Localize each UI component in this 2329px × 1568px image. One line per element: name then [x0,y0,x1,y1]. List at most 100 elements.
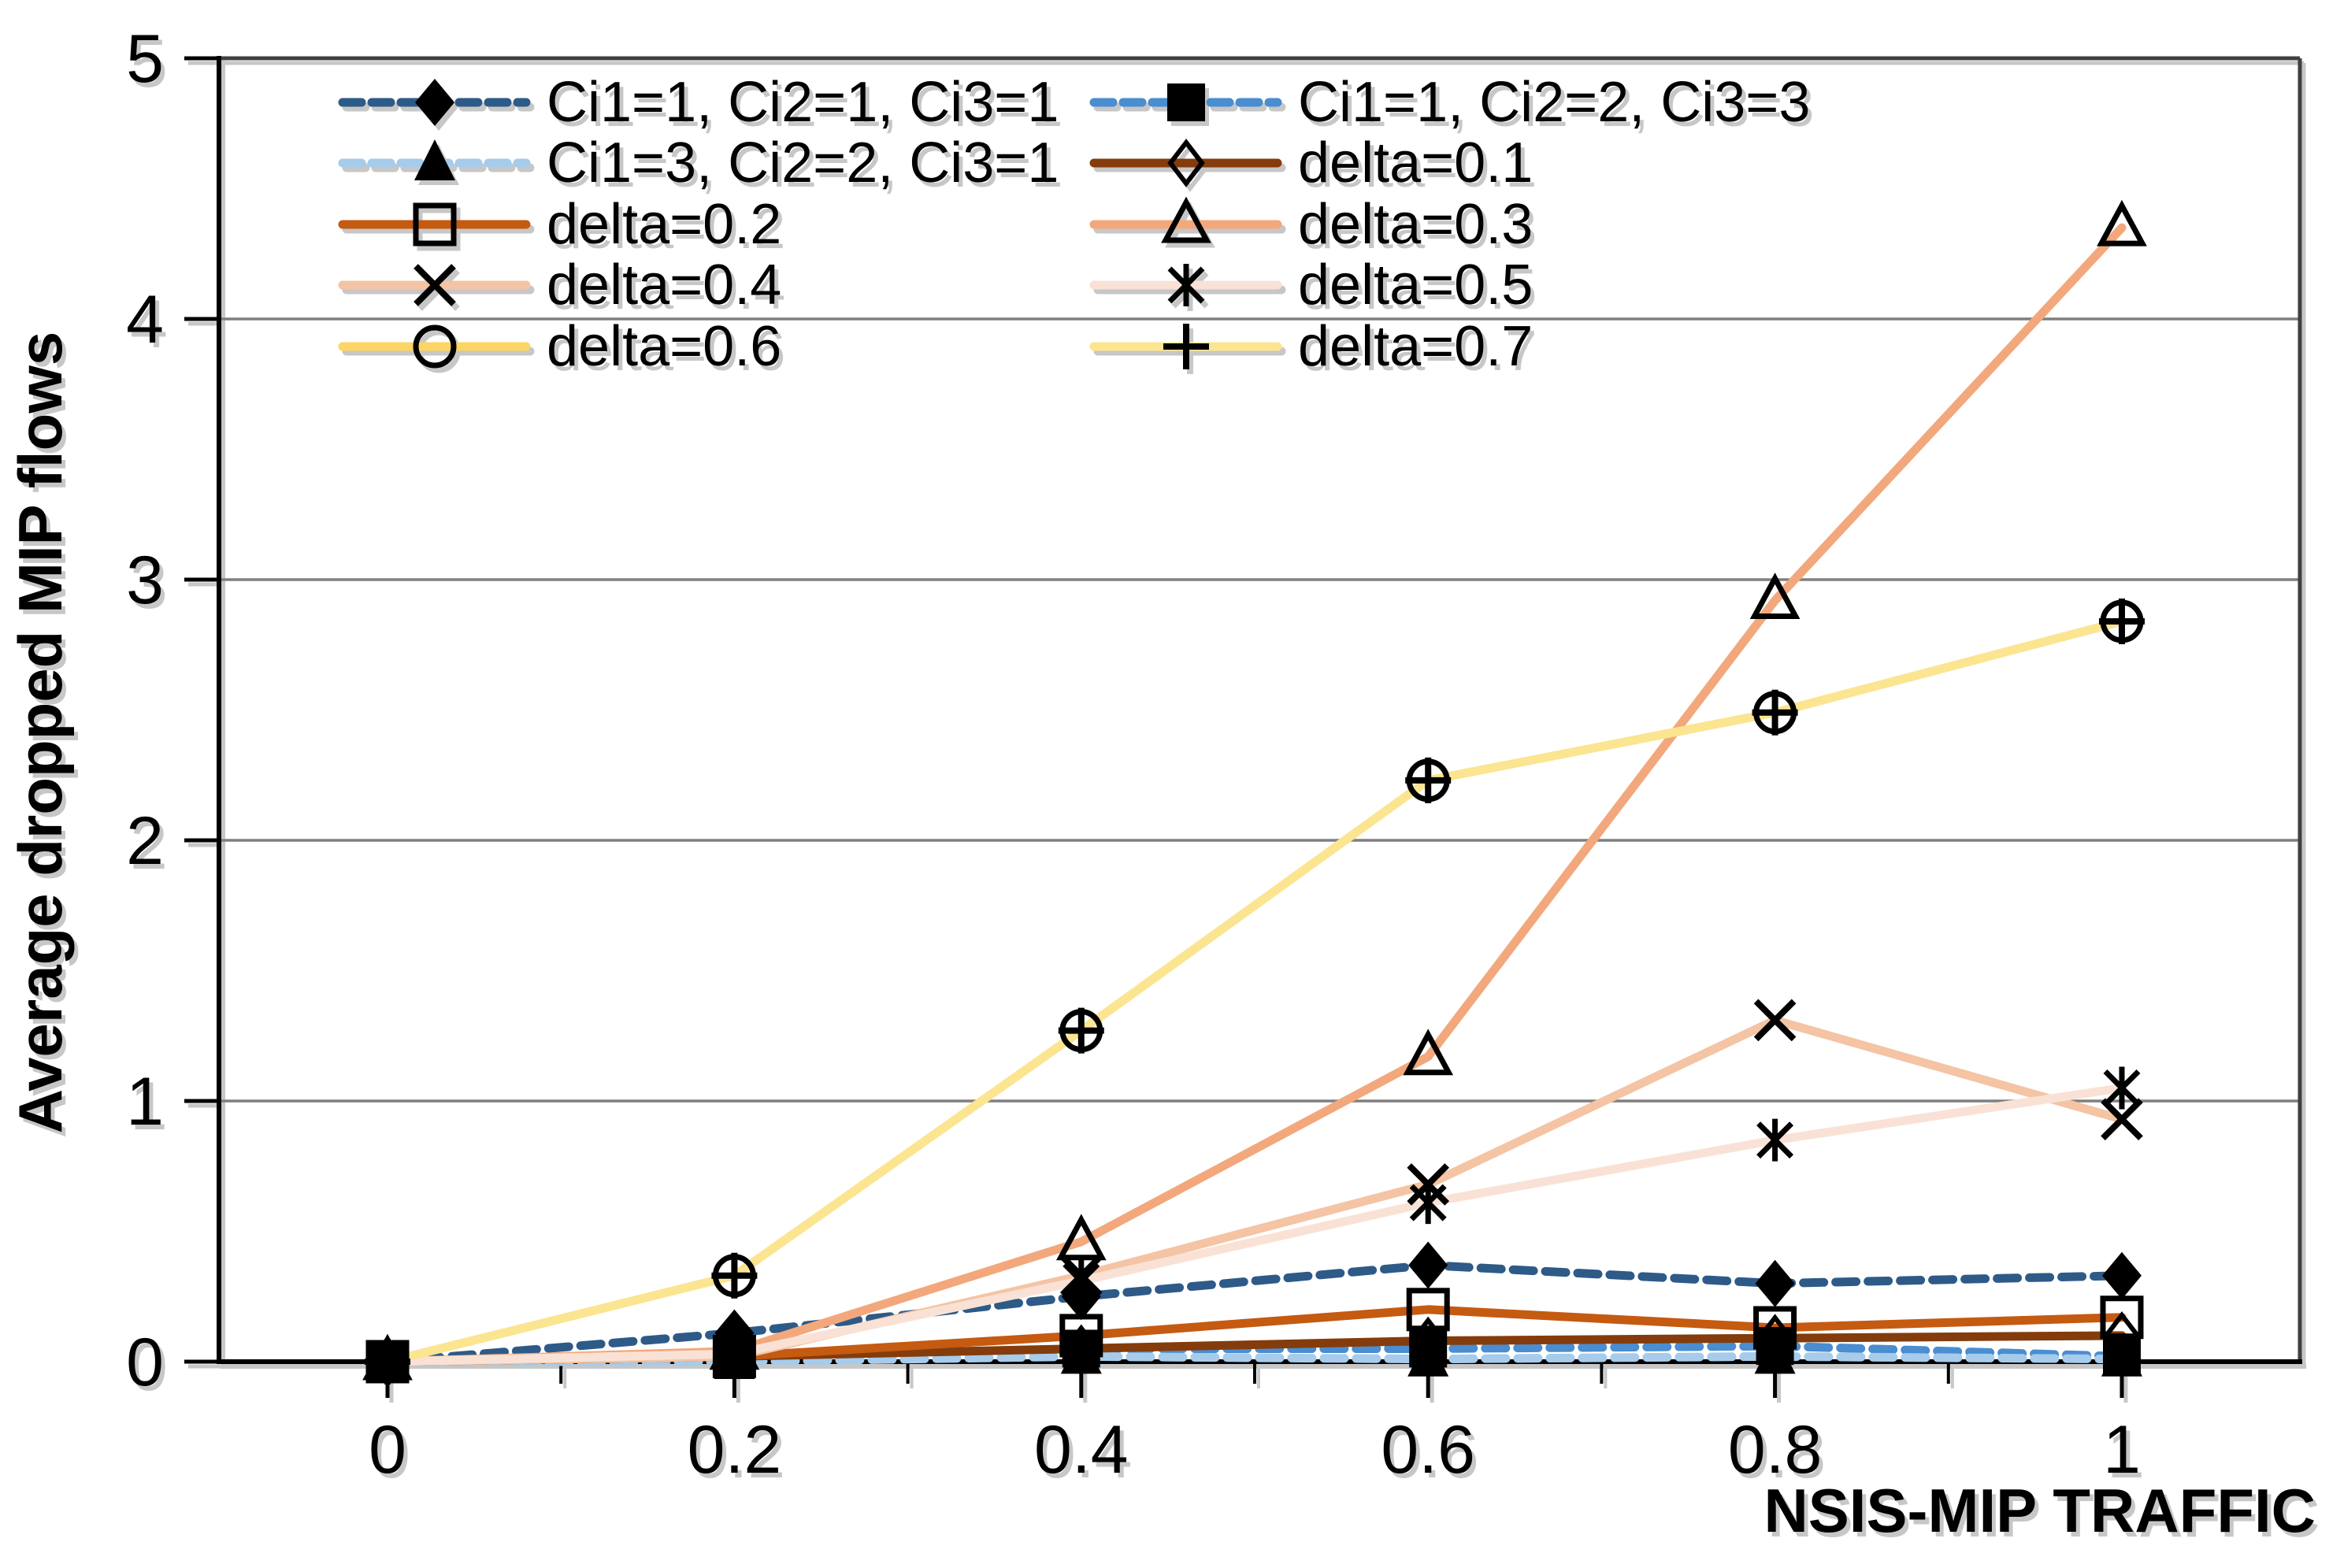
triangle-filled-icon [1754,1333,1796,1374]
triangle-open-icon [1055,1214,1107,1261]
series-9-marker-x0.6 [1405,757,1452,803]
legend-item-3: delta=0.1 [1089,132,1533,195]
series-0-marker-x0.8 [1755,1259,1795,1307]
square-open-icon [1059,1314,1103,1358]
series-9-marker-x0.8 [1752,689,1798,736]
series-2-marker-x0.6 [1407,1335,1449,1377]
legend-item-0: Ci1=1, Ci2=1, Ci3=1 [338,71,1059,134]
diamond-open-icon [1409,1316,1447,1366]
diamond-filled-icon [415,79,454,126]
legend-item-5: delta=0.3 [1089,193,1533,256]
triangle-open-icon [1161,196,1211,243]
triangle-filled-icon [414,139,455,180]
triangle-filled-icon [1407,1335,1449,1377]
legend-item-6: delta=0.4 [338,254,781,317]
legend-item-4: delta=0.2 [338,193,781,256]
legend-label: Ci1=1, Ci2=2, Ci3=3 [1298,71,1810,134]
square-open-icon [1406,1288,1450,1332]
legend-item-7: delta=0.5 [1089,254,1533,317]
legend-label: Ci1=1, Ci2=1, Ci3=1 [547,71,1059,134]
y-tick-label-1: 1 [126,1064,164,1140]
legend-marker-triangle-filled [414,139,455,180]
legend: Ci1=1, Ci2=1, Ci3=1 Ci1=1, Ci2=2, Ci3=3 Ci… [338,71,1810,378]
series-2-marker-x0.8 [1754,1333,1796,1374]
series-9-marker-x0 [365,1339,410,1385]
legend-label: delta=0.6 [547,315,781,378]
series-line-0 [383,1261,2127,1366]
legend-marker-asterisk [1167,264,1205,306]
diamond-filled-icon [2102,1251,2142,1299]
x-tick-label-1: 1 [2103,1412,2141,1488]
x-icon [414,264,456,306]
series-line-7 [383,1083,2127,1366]
series-9-marker-x0.2 [711,1252,758,1299]
series-line-6 [383,1015,2127,1366]
asterisk-icon [715,1335,753,1373]
y-tick-label-3: 3 [126,543,164,618]
series-6-marker-x1 [2101,1098,2143,1140]
legend-label: delta=0.3 [1298,193,1533,256]
legend-marker-diamond-filled [415,79,454,126]
series-3-marker-x0.8 [1756,1314,1794,1363]
triangle-open-icon [1749,573,1801,619]
legend-marker-square-filled [1167,83,1205,121]
series-7-marker-x0.4 [1063,1259,1100,1303]
series-6-marker-x0.8 [1753,999,1797,1042]
x-icon [2101,1098,2143,1140]
axis-labels: NSIS-MIP TRAFFIC Average dropped MIP flo… [6,21,2316,1545]
legend-label: delta=0.7 [1298,315,1533,378]
series-5-marker-x0.8 [1749,573,1801,619]
legend-label: delta=0.4 [547,254,781,317]
y-tick-label-2: 2 [126,803,164,879]
series-3-marker-x1 [2103,1310,2141,1360]
legend-item-9: delta=0.7 [1089,315,1533,378]
asterisk-icon [1756,1121,1794,1159]
diamond-open-icon [1063,1324,1100,1373]
series-9-marker-x1 [2099,598,2145,644]
diamond-filled-icon [1408,1241,1448,1289]
asterisk-icon [1063,1262,1100,1299]
series-7-marker-x0.8 [1756,1118,1794,1162]
legend-marker-x [414,264,456,306]
triangle-open-icon [2097,199,2147,247]
x-tick-label-0.8: 0.8 [1728,1412,1823,1488]
series-4-marker-x0.8 [1753,1306,1797,1350]
legend-item-1: Ci1=1, Ci2=2, Ci3=3 [1089,71,1810,134]
series-line-2 [383,1351,2127,1366]
y-axis-title: Average dropped MIP flows [6,332,75,1134]
square-open-icon [2100,1296,2144,1340]
legend-item-2: Ci1=3, Ci2=2, Ci3=1 [338,132,1059,195]
series-5-marker-x1 [2097,199,2147,247]
x-tick-label-0.2: 0.2 [688,1412,782,1488]
diamond-open-icon [2103,1310,2141,1360]
triangle-open-icon [1403,1029,1454,1076]
diamond-filled-icon [1755,1259,1795,1307]
series-line-9 [383,617,2127,1366]
series-3-marker-x0.4 [1063,1324,1100,1373]
legend-marker-square-open [413,202,457,247]
asterisk-icon [1409,1184,1447,1221]
series-markers [362,199,2147,1386]
legend-marker-plus [1163,324,1209,369]
y-tick-label-5: 5 [126,21,164,97]
x-tick-label-0.4: 0.4 [1034,1412,1129,1488]
axes-frame [184,56,2302,1398]
legend-label: delta=0.5 [1298,254,1533,317]
square-open-icon [413,202,457,247]
series-lines [383,223,2127,1366]
legend-label: Ci1=3, Ci2=2, Ci3=1 [547,132,1059,195]
legend-marker-diamond-open [1167,139,1205,187]
square-filled-icon [1167,83,1205,121]
series-5-marker-x0.4 [1055,1214,1107,1261]
diamond-open-icon [1167,139,1205,187]
series-line-8 [383,617,2127,1366]
series-7-marker-x0.6 [1409,1181,1447,1225]
series-7-marker-x0.2 [715,1333,753,1376]
legend-marker-circle-open [413,324,457,369]
series-7-marker-x1 [2103,1066,2141,1110]
series-4-marker-x1 [2100,1296,2144,1340]
series-4-marker-x0.4 [1059,1314,1103,1358]
y-tick-label-0: 0 [126,1325,164,1400]
x-axis-title: NSIS-MIP TRAFFIC [1763,1476,2316,1545]
series-5-marker-x0.6 [1403,1029,1454,1076]
